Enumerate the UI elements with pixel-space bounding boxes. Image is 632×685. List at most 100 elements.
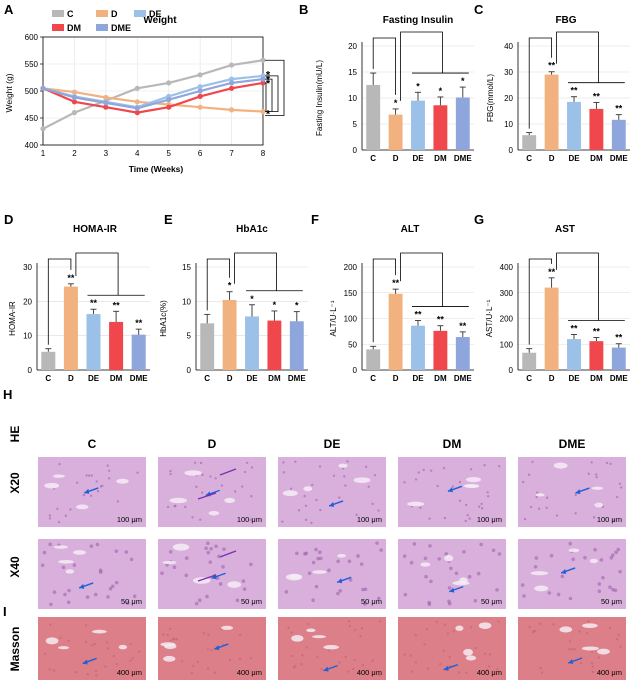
panel-f-alt-chart: F ALT ALT/U·L⁻¹ 0 50 100 150 200 C D ** DE ** DM ** DME… (311, 212, 474, 383)
significance-bracket (265, 59, 285, 116)
cell-nucleus (314, 584, 319, 589)
cell-nucleus (84, 623, 88, 627)
tissue-vacuole (444, 554, 454, 562)
cell-nucleus (520, 583, 525, 587)
cell-nucleus (217, 554, 221, 559)
x-tick-label: 4 (135, 149, 140, 158)
data-point-DM (228, 85, 235, 91)
cell-nucleus (69, 508, 72, 511)
cell-nucleus (608, 585, 612, 590)
cell-nucleus (486, 491, 489, 494)
column-label-D: D (208, 437, 217, 451)
cell-nucleus (250, 466, 254, 469)
data-point-DME (197, 88, 203, 94)
cell-nucleus (435, 620, 439, 624)
cell-nucleus (85, 595, 90, 599)
tissue-vacuole (353, 477, 371, 484)
cell-nucleus (436, 484, 439, 488)
significance-star: * (266, 109, 271, 121)
data-point-D (71, 89, 78, 95)
tissue-vacuole (338, 463, 348, 468)
y-axis-label: AST/U·L⁻¹ (485, 299, 494, 337)
histology-image (38, 457, 146, 527)
data-point-DM (71, 99, 78, 105)
series-line-DME (42, 78, 264, 110)
cell-nucleus (495, 588, 499, 592)
data-point-DME (71, 94, 78, 101)
cell-nucleus (447, 586, 452, 590)
cell-nucleus (426, 667, 430, 670)
tissue-vacuole (420, 562, 431, 567)
significance-star: ** (548, 267, 556, 277)
tissue-vacuole (291, 635, 304, 642)
cell-nucleus (281, 520, 284, 523)
annotation-arrow (219, 468, 237, 476)
y-tick-label: 0 (509, 146, 514, 155)
x-tick-label: 1 (41, 149, 46, 158)
x-tick-label: DE (568, 154, 580, 163)
tissue-vacuole (312, 635, 327, 639)
cell-nucleus (579, 661, 583, 665)
cell-nucleus (447, 601, 452, 606)
cell-nucleus (587, 619, 590, 623)
histology-image (158, 539, 266, 609)
x-tick-label: DM (434, 154, 447, 163)
annotation-arrow (197, 492, 217, 500)
cell-nucleus (199, 518, 202, 521)
cell-nucleus (169, 639, 173, 642)
panel-letter: G (474, 212, 484, 227)
y-tick-label: 20 (504, 94, 513, 103)
cell-nucleus (132, 594, 137, 599)
cell-nucleus (210, 649, 213, 652)
cell-nucleus (48, 517, 52, 520)
y-tick-label: 100 (500, 340, 514, 349)
significance-star: ** (615, 104, 623, 114)
bar-DME (611, 347, 626, 370)
cell-nucleus (476, 571, 481, 576)
x-tick-label: DME (454, 154, 472, 163)
cell-nucleus (522, 594, 526, 598)
histology-image (38, 617, 146, 680)
legend-label-D: D (111, 9, 118, 19)
cell-nucleus (319, 508, 322, 512)
cell-nucleus (609, 556, 614, 560)
cell-nucleus (608, 626, 612, 630)
cell-nucleus (282, 461, 285, 464)
cell-nucleus (201, 491, 204, 494)
cell-nucleus (134, 519, 138, 523)
data-point-DE (228, 76, 235, 82)
cell-nucleus (93, 642, 97, 646)
tissue-vacuole (163, 655, 176, 662)
cell-nucleus (205, 594, 209, 599)
scale-bar-label: 400 μm (477, 668, 502, 677)
comparison-bracket (372, 258, 396, 343)
cell-nucleus (108, 586, 113, 591)
cell-nucleus (59, 636, 62, 639)
y-axis-label: HOMA-IR (8, 301, 17, 336)
cell-nucleus (197, 598, 202, 602)
cell-nucleus (218, 582, 223, 586)
y-tick-label: 30 (504, 68, 513, 77)
data-point-DE (197, 84, 203, 90)
cell-nucleus (469, 468, 473, 471)
tissue-vacuole (535, 493, 545, 497)
chart-title: AST (555, 224, 575, 235)
histology-image (518, 457, 626, 527)
bar-DE (245, 316, 259, 370)
cell-nucleus (305, 646, 308, 649)
cell-nucleus (110, 584, 115, 589)
significance-star: * (394, 98, 398, 108)
cell-nucleus (82, 493, 86, 497)
cell-nucleus (346, 460, 349, 463)
cell-nucleus (409, 654, 413, 657)
cell-nucleus (184, 573, 189, 578)
bar-DE (567, 101, 581, 150)
annotation-arrowhead (337, 578, 343, 584)
series-line-C (42, 59, 264, 130)
cell-nucleus (129, 557, 134, 562)
comparison-bracket (206, 258, 230, 311)
x-tick-label: DME (454, 374, 472, 383)
significance-star: * (266, 74, 271, 86)
cell-nucleus (536, 491, 539, 494)
row-label-masson: Masson (8, 627, 22, 672)
